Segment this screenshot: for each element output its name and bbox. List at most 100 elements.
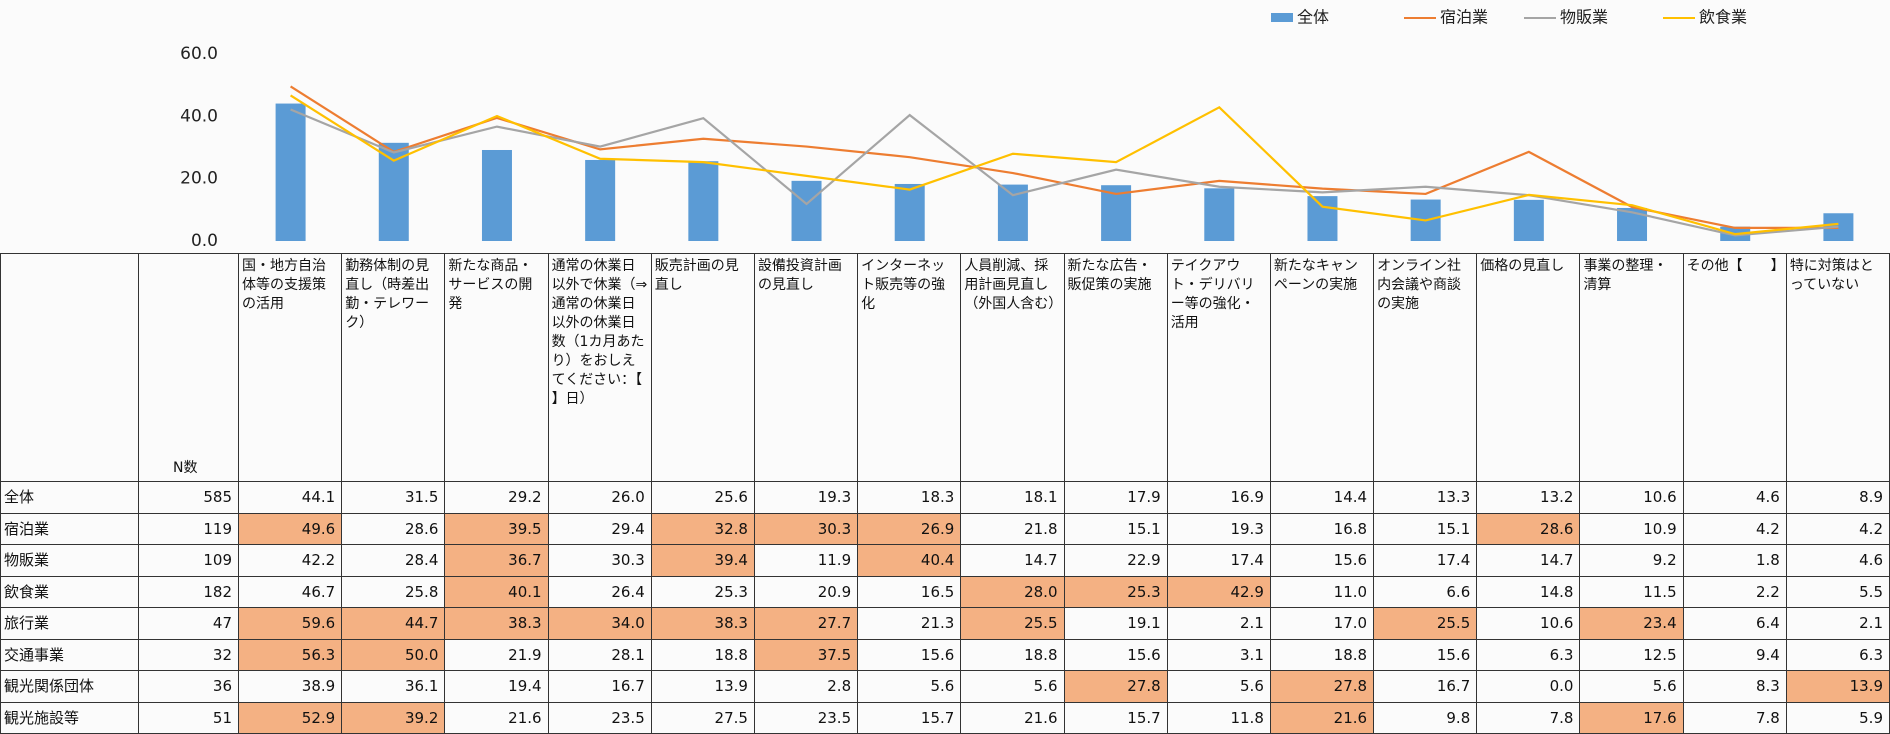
value-cell: 50.0 [342,639,446,671]
value-cell: 40.1 [445,576,549,608]
value-cell: 15.7 [858,702,962,734]
value-cell: 5.5 [1786,576,1890,608]
column-header: その他【 】 [1683,253,1787,482]
value-cell: 29.4 [548,513,652,545]
value-cell: 25.3 [1064,576,1168,608]
y-tick-label: 0.0 [191,231,218,251]
value-cell: 49.6 [239,513,343,545]
value-cell: 22.9 [1064,545,1168,577]
value-cell: 2.8 [754,671,859,703]
row-label: 宿泊業 [0,513,139,545]
value-cell: 20.9 [754,576,859,608]
value-cell: 4.6 [1786,545,1890,577]
value-cell: 5.6 [1580,671,1684,703]
value-cell: 15.6 [858,639,962,671]
line [290,108,1839,237]
value-cell: 18.8 [651,639,755,671]
value-cell: 40.4 [858,545,962,577]
value-cell: 5.6 [858,671,962,703]
value-cell: 27.8 [1064,671,1168,703]
legend-swatch [1271,13,1293,22]
value-cell: 36.7 [445,545,549,577]
value-cell: 26.9 [858,513,962,545]
value-cell: 36.1 [342,671,446,703]
column-header: 勤務体制の見直し（時差出勤・テレワーク） [342,253,446,482]
value-cell: 11.8 [1167,702,1271,734]
value-cell: 5.9 [1786,702,1890,734]
value-cell: 11.5 [1580,576,1684,608]
value-cell: 2.2 [1683,576,1787,608]
value-cell: 3.1 [1167,639,1271,671]
table-corner [0,253,139,482]
value-cell: 28.6 [342,513,446,545]
value-cell: 17.4 [1167,545,1271,577]
value-cell: 21.8 [961,513,1065,545]
value-cell: 39.2 [342,702,446,734]
value-cell: 5.6 [961,671,1065,703]
value-cell: 11.0 [1270,576,1375,608]
value-cell: 8.9 [1786,482,1890,514]
value-cell: 19.3 [1167,513,1271,545]
value-cell: 38.3 [445,608,549,640]
row-label: 飲食業 [0,576,139,608]
value-cell: 32.8 [651,513,755,545]
y-tick-label: 60.0 [180,44,218,64]
legend-label: 宿泊業 [1440,8,1488,27]
value-cell: 46.7 [239,576,343,608]
value-cell: 23.4 [1580,608,1684,640]
value-cell: 21.6 [961,702,1065,734]
value-cell: 27.7 [754,608,859,640]
row-label: 交通事業 [0,639,139,671]
row-label: 旅行業 [0,608,139,640]
value-cell: 13.2 [1477,482,1581,514]
bar [481,149,512,241]
value-cell: 2.1 [1786,608,1890,640]
n-cell: 51 [139,702,239,734]
value-cell: 8.3 [1683,671,1787,703]
n-cell: 119 [139,513,239,545]
value-cell: 2.1 [1167,608,1271,640]
value-cell: 19.3 [754,482,859,514]
value-cell: 17.0 [1270,608,1375,640]
value-cell: 7.8 [1683,702,1787,734]
value-cell: 30.3 [754,513,859,545]
value-cell: 14.8 [1477,576,1581,608]
value-cell: 37.5 [754,639,859,671]
value-cell: 14.7 [1477,545,1581,577]
value-cell: 14.7 [961,545,1065,577]
value-cell: 27.8 [1270,671,1375,703]
value-cell: 13.3 [1374,482,1478,514]
value-cell: 39.4 [651,545,755,577]
value-cell: 38.9 [239,671,343,703]
value-cell: 13.9 [1786,671,1890,703]
column-header: 設備投資計画の見直し [754,253,859,482]
y-tick-label: 40.0 [180,106,218,126]
value-cell: 42.2 [239,545,343,577]
value-cell: 18.1 [961,482,1065,514]
value-cell: 21.6 [1270,702,1375,734]
value-cell: 10.6 [1477,608,1581,640]
value-cell: 27.5 [651,702,755,734]
value-cell: 17.6 [1580,702,1684,734]
value-cell: 15.7 [1064,702,1168,734]
value-cell: 25.6 [651,482,755,514]
legend-label: 物販業 [1560,8,1608,27]
value-cell: 21.3 [858,608,962,640]
n-cell: 36 [139,671,239,703]
line [290,94,1839,236]
value-cell: 6.4 [1683,608,1787,640]
value-cell: 59.6 [239,608,343,640]
legend-label: 飲食業 [1699,8,1747,27]
bar [1307,196,1338,241]
column-header: 新たなキャンペーンの実施 [1270,253,1375,482]
value-cell: 18.8 [961,639,1065,671]
bar [791,180,822,241]
value-cell: 39.5 [445,513,549,545]
value-cell: 23.5 [754,702,859,734]
value-cell: 15.6 [1270,545,1375,577]
column-header: 事業の整理・清算 [1580,253,1684,482]
value-cell: 30.3 [548,545,652,577]
value-cell: 44.1 [239,482,343,514]
value-cell: 12.5 [1580,639,1684,671]
value-cell: 9.4 [1683,639,1787,671]
